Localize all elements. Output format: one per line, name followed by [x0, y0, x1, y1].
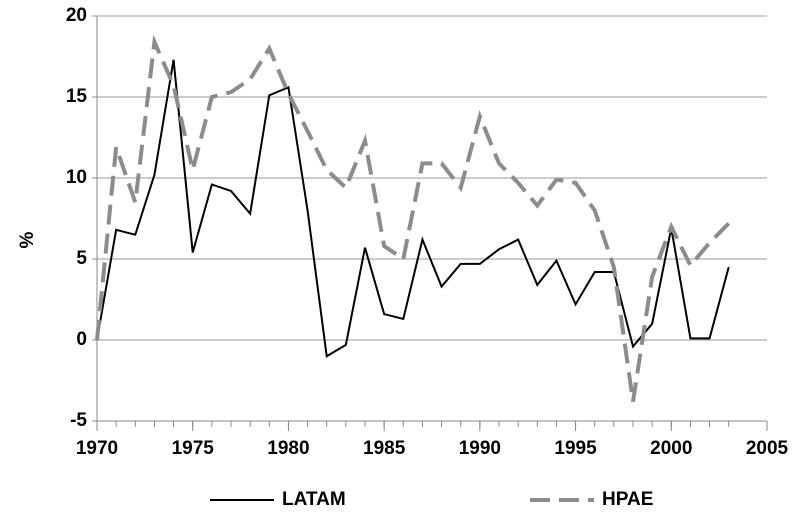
x-tick-label: 1985 — [363, 438, 406, 459]
y-tick-label: 10 — [66, 167, 87, 188]
y-tick-label: 0 — [76, 329, 87, 350]
legend-label: HPAE — [602, 489, 653, 510]
x-tick-label: 1980 — [267, 438, 309, 459]
x-tick-label: 1990 — [459, 438, 501, 459]
y-tick-label: 5 — [76, 248, 87, 269]
y-tick-label: -5 — [70, 410, 87, 431]
series-line — [95, 34, 731, 402]
series-line — [96, 59, 730, 358]
y-axis-label: % — [17, 231, 38, 248]
x-tick-label: 1975 — [172, 438, 215, 459]
y-tick-label: 20 — [66, 5, 87, 26]
x-tick-label: 1995 — [554, 438, 597, 459]
x-tick-label: 2005 — [746, 438, 789, 459]
y-tick-label: 15 — [66, 86, 88, 107]
x-tick-label: 2000 — [650, 438, 692, 459]
x-tick-label: 1970 — [76, 438, 118, 459]
legend-label: LATAM — [282, 489, 346, 510]
